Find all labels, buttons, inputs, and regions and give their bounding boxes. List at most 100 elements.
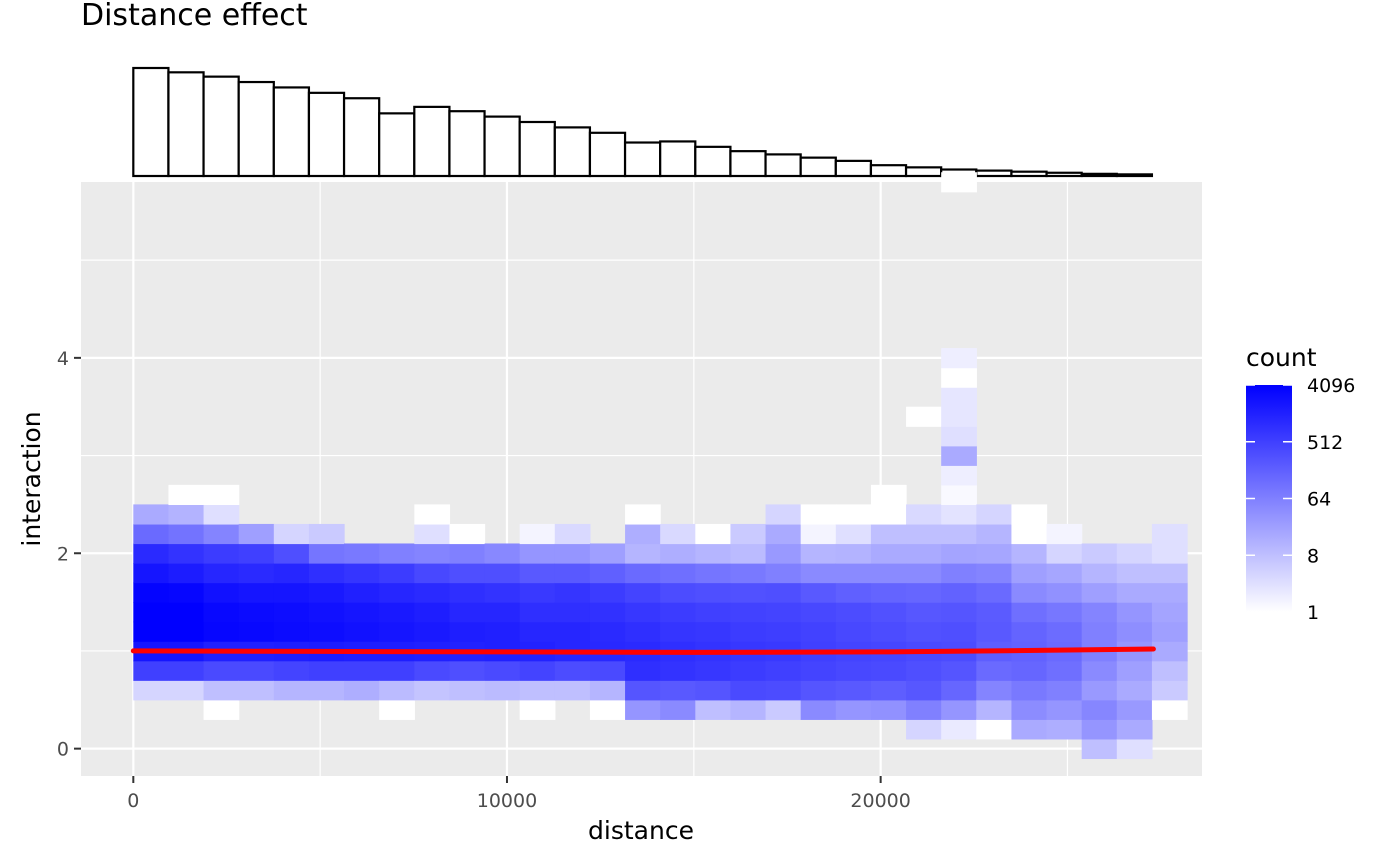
heatmap-tile [484,563,521,584]
x-axis-title: distance [588,816,694,845]
heatmap-tile [870,660,907,681]
heatmap-tile [800,582,837,603]
heatmap-tile [133,563,170,584]
heatmap-tile [519,543,556,564]
heatmap-tile [168,680,205,701]
heatmap-tile [1081,563,1118,584]
histogram-bar [623,141,662,178]
heatmap-tile [870,680,907,701]
heatmap-tile [203,621,240,642]
heatmap-tile [519,602,556,623]
heatmap-tile [589,680,626,701]
heatmap-tile [625,563,661,584]
heatmap-tile [1081,738,1118,760]
heatmap-tile [414,563,451,584]
heatmap-tile [1081,543,1118,564]
heatmap-tile [1116,563,1153,584]
heatmap-tile [133,523,170,545]
histogram-bar [202,75,240,178]
heatmap-tile [625,602,661,623]
x-tick-label: 0 [127,790,139,812]
heatmap-tile [660,523,696,545]
heatmap-tile [133,602,170,623]
heatmap-tile [1046,563,1083,584]
heatmap-tile [344,660,380,681]
heatmap-tile [414,621,451,642]
heatmap-tile [941,367,977,388]
chart-title: Distance effect [81,0,308,33]
heatmap-tile [203,602,240,623]
heatmap-tile [625,523,661,545]
heatmap-tile [554,660,591,681]
y-axis: 0 2 4 [57,348,81,761]
heatmap-tile [203,660,240,681]
heatmap-tile [941,680,977,701]
heatmap-tile [554,523,591,545]
heatmap-tile [1081,602,1118,623]
legend-label: 4096 [1307,375,1355,397]
heatmap-tile [1116,738,1153,760]
heatmap-tile [168,484,205,506]
heatmap-tile [449,602,486,623]
heatmap-tile [695,699,732,720]
heatmap-tile [589,660,626,681]
heatmap-tile [344,602,380,623]
heatmap-tile [1151,621,1188,642]
heatmap-tile [1116,699,1153,720]
heatmap-tile [906,680,942,701]
heatmap-tile [449,563,486,584]
histogram-bar [272,86,311,178]
heatmap-tile [870,621,907,642]
heatmap-tile [976,719,1013,740]
heatmap-tile [800,543,837,564]
heatmap-tile [765,680,802,701]
fit-line [130,646,1156,655]
heatmap-tile [800,602,837,623]
heatmap-tiles [133,172,1188,760]
y-tick-label: 2 [57,543,69,565]
heatmap-tile [906,660,942,681]
heatmap-tile [835,602,872,623]
heatmap-tile [941,699,977,720]
heatmap-tile [941,445,977,466]
heatmap-tile [976,563,1013,584]
heatmap-tile [1046,621,1083,642]
heatmap-tile [730,602,767,623]
heatmap-tile [941,602,977,623]
heatmap-tile [133,543,170,564]
heatmap-tile [800,504,837,525]
heatmap-tile [484,660,521,681]
heatmap-tile [1151,543,1188,564]
histogram-bar [413,105,451,178]
histogram-bar [448,110,486,178]
heatmap-tile [133,582,170,603]
heatmap-tile [414,660,451,681]
heatmap-tile [1046,543,1083,564]
y-tick-label: 4 [57,348,69,370]
heatmap-tile [941,348,977,369]
heatmap-tile [941,387,977,408]
heatmap-tile [484,582,521,603]
heatmap-tile [1011,660,1048,681]
heatmap-tile [414,680,451,701]
histogram-bar [904,166,943,178]
heatmap-tile [379,699,415,720]
heatmap-tile [730,621,767,642]
heatmap-tile [273,660,310,681]
heatmap-tile [414,523,451,545]
heatmap-tile [765,699,802,720]
heatmap-tile [203,484,240,506]
heatmap-tile [1116,582,1153,603]
heatmap-tile [519,563,556,584]
heatmap-tile [273,602,310,623]
heatmap-tile [660,621,696,642]
heatmap-tile [449,680,486,701]
x-axis: 0 10000 20000 [127,776,911,812]
heatmap-tile [906,523,942,545]
heatmap-tile [835,660,872,681]
heatmap-tile [308,543,345,564]
marginal-histogram [132,66,1154,178]
heatmap-tile [203,680,240,701]
heatmap-tile [941,660,977,681]
heatmap-tile [554,543,591,564]
